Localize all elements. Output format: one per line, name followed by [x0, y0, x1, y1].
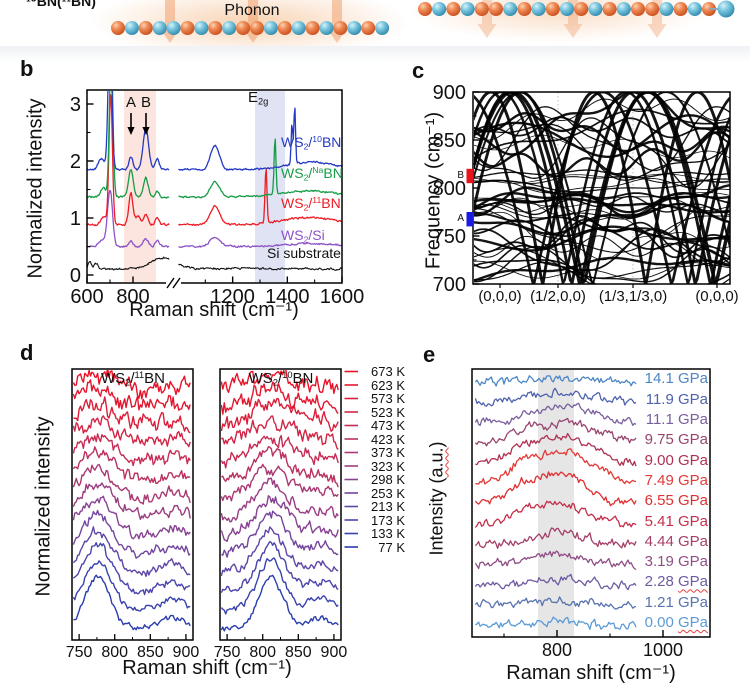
blue-atom-icon — [194, 21, 209, 35]
orange-atom-icon — [138, 21, 153, 35]
blue-atom-icon — [152, 21, 167, 35]
blue-atom-icon — [432, 2, 447, 16]
orange-atom-icon — [574, 2, 589, 16]
banner-schematic — [0, 0, 750, 62]
orange-atom-icon — [418, 2, 432, 16]
blue-atom-icon — [588, 2, 603, 16]
orange-atom-icon — [602, 2, 617, 16]
blue-atom-icon — [687, 2, 702, 16]
panel-b-tag: b — [20, 56, 34, 81]
panel-e-tag: e — [423, 342, 436, 367]
panel-d-tag: d — [20, 340, 34, 365]
panel-b-y-axis-title: Normalized intensity — [24, 98, 47, 279]
orange-atom-icon — [250, 21, 264, 35]
c-marker-a — [466, 212, 473, 227]
orange-atom-icon — [305, 21, 320, 35]
orange-atom-icon — [277, 21, 292, 35]
orange-atom-icon — [645, 2, 660, 16]
blue-atom-icon — [291, 21, 306, 35]
panel-b-plot — [86, 89, 343, 289]
blue-atom-icon — [717, 0, 735, 18]
shaded-band — [255, 91, 285, 282]
blue-atom-icon — [319, 21, 334, 35]
panel-b-x-axis-title: Raman shift (cm⁻¹) — [129, 299, 299, 321]
blue-atom-icon — [616, 2, 631, 16]
panel-c-y-axis-title: Frequency (cm⁻¹) — [422, 111, 445, 270]
panel-c-tag: c — [412, 58, 425, 83]
blue-atom-icon — [531, 2, 546, 16]
panel-d-x-axis-title: Raman shift (cm⁻¹) — [122, 657, 292, 679]
orange-atom-icon — [208, 21, 223, 35]
panel-d-plot — [71, 368, 358, 641]
orange-atom-icon — [631, 2, 645, 16]
orange-atom-icon — [446, 2, 461, 16]
orange-atom-icon — [474, 2, 489, 16]
orange-atom-icon — [111, 21, 125, 35]
panel-d-y-axis-title: Normalized intensity — [32, 416, 55, 597]
blue-atom-icon — [222, 21, 237, 35]
banner-phonon-label: Phonon — [224, 2, 280, 19]
c-marker-b — [466, 168, 473, 184]
orange-atom-icon — [545, 2, 560, 16]
blue-atom-icon — [659, 2, 674, 16]
blue-atom-icon — [124, 21, 139, 35]
orange-atom-icon — [517, 2, 532, 16]
blue-atom-icon — [166, 21, 181, 35]
panel-c-plot — [466, 91, 731, 288]
orange-atom-icon — [361, 21, 376, 35]
orange-atom-icon — [236, 21, 251, 35]
blue-atom-icon — [263, 21, 278, 35]
shaded-band — [124, 91, 156, 282]
blue-atom-icon — [560, 2, 574, 16]
panel-e-y-axis-title: Intensity (a.u.) — [426, 441, 447, 556]
panel-e-x-axis-title: Raman shift (cm⁻¹) — [506, 662, 676, 684]
blue-atom-icon — [347, 21, 362, 35]
blue-atom-icon — [503, 2, 518, 16]
banner-isotope-label: ¹⁰BN(¹¹BN) — [26, 0, 96, 9]
panel-e-plot — [471, 368, 711, 638]
orange-atom-icon — [673, 2, 688, 16]
orange-atom-icon — [333, 21, 348, 35]
blue-atom-icon — [375, 21, 390, 35]
blue-atom-icon — [460, 2, 475, 16]
orange-atom-icon — [489, 2, 503, 16]
orange-atom-icon — [180, 21, 195, 35]
